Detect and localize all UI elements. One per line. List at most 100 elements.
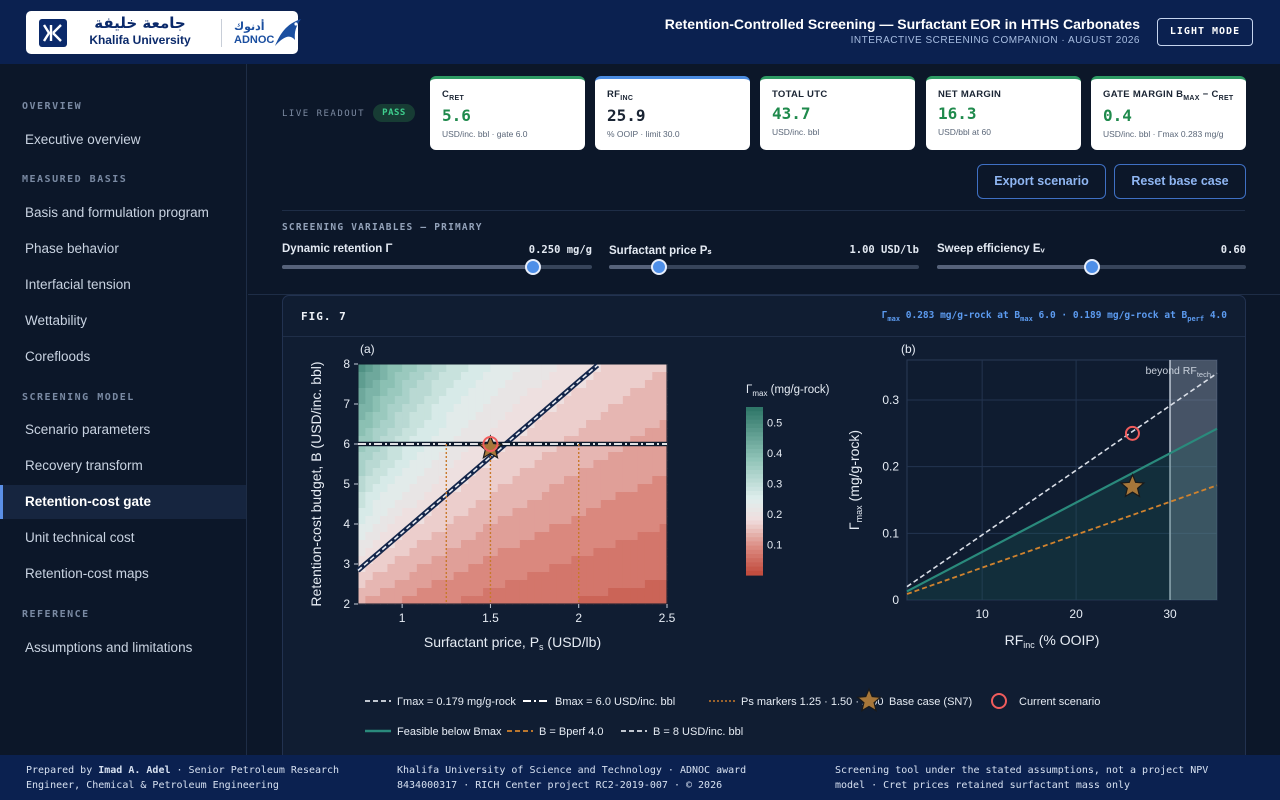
- heatmap-cell: [497, 452, 506, 461]
- heatmap-cell: [622, 428, 631, 437]
- reset-base-case-button[interactable]: Reset base case: [1114, 164, 1246, 199]
- heatmap-cell: [622, 412, 631, 421]
- price-slider[interactable]: [609, 259, 919, 275]
- heatmap-cell: [358, 372, 366, 381]
- heatmap-cell: [446, 452, 455, 461]
- light-mode-button[interactable]: LIGHT MODE: [1157, 18, 1253, 46]
- heatmap-cell: [571, 588, 580, 597]
- heatmap-cell: [468, 580, 477, 589]
- heatmap-cell: [468, 452, 477, 461]
- slider-thumb[interactable]: [1083, 259, 1100, 275]
- heatmap-cell: [541, 532, 550, 541]
- partner-logos: جامعة خليفة Khalifa University أدنوك ADN…: [26, 11, 301, 54]
- heatmap-cell: [519, 500, 528, 509]
- heatmap-cell: [600, 396, 609, 405]
- sidebar-item-recovery-transform[interactable]: Recovery transform: [25, 458, 143, 473]
- heatmap-cell: [431, 596, 440, 605]
- sidebar-item-interfacial-tension[interactable]: Interfacial tension: [25, 277, 131, 292]
- heatmap-cell: [497, 516, 506, 525]
- heatmap-cell: [652, 500, 661, 509]
- heatmap-cell: [527, 556, 536, 565]
- heatmap-cell: [644, 404, 653, 413]
- heatmap-cell: [519, 388, 528, 397]
- heatmap-cell: [416, 588, 425, 597]
- heatmap-cell: [630, 484, 639, 493]
- heatmap-cell: [424, 412, 433, 421]
- sidebar-item-retention-cost-gate[interactable]: Retention-cost gate: [0, 485, 246, 519]
- heatmap-cell: [659, 532, 668, 541]
- heatmap-cell: [497, 540, 506, 549]
- sidebar-item-scenario-parameters[interactable]: Scenario parameters: [25, 422, 151, 437]
- sidebar-item-wettability[interactable]: Wettability: [25, 313, 88, 328]
- heatmap-cell: [534, 460, 543, 469]
- heatmap-cell: [394, 524, 403, 533]
- heatmap-cell: [630, 492, 639, 501]
- slider-thumb[interactable]: [650, 259, 667, 275]
- heatmap-cell: [608, 540, 617, 549]
- heatmap-cell: [358, 436, 366, 445]
- heatmap-cell: [490, 540, 499, 549]
- heatmap-cell: [556, 468, 565, 477]
- heatmap-cell: [652, 372, 661, 381]
- heatmap-cell: [659, 540, 668, 549]
- heatmap-cell: [416, 476, 425, 485]
- heatmap-cell: [438, 484, 447, 493]
- heatmap-cell: [608, 516, 617, 525]
- heatmap-cell: [505, 532, 514, 541]
- heatmap-cell: [483, 396, 492, 405]
- heatmap-cell: [461, 556, 469, 565]
- heatmap-cell: [394, 540, 403, 549]
- heatmap-cell: [578, 564, 587, 573]
- heatmap-cell: [431, 492, 440, 501]
- heatmap-cell: [578, 396, 587, 405]
- heatmap-cell: [652, 428, 661, 437]
- heatmap-cell: [615, 564, 624, 573]
- heatmap-cell: [659, 420, 668, 429]
- heatmap-cell: [608, 436, 617, 445]
- heatmap-cell: [475, 564, 484, 573]
- heatmap-cell: [541, 436, 550, 445]
- heatmap-cell: [586, 532, 595, 541]
- heatmap-cell: [556, 404, 565, 413]
- heatmap-cell: [593, 444, 602, 453]
- heatmap-cell: [416, 468, 425, 477]
- sidebar-item-basis[interactable]: Basis and formulation program: [25, 205, 209, 220]
- heatmap-cell: [424, 380, 433, 389]
- kpi-label: RFINC: [607, 89, 634, 102]
- slider-thumb[interactable]: [525, 259, 542, 275]
- sidebar-item-retention-cost-maps[interactable]: Retention-cost maps: [25, 566, 149, 581]
- heatmap-cell: [527, 540, 536, 549]
- sidebar-item-unit-technical-cost[interactable]: Unit technical cost: [25, 530, 135, 545]
- heatmap-cell: [586, 468, 595, 477]
- heatmap-cell: [527, 564, 536, 573]
- heatmap-cell: [527, 364, 536, 373]
- heatmap-cell: [622, 444, 631, 453]
- sidebar-item-assumptions[interactable]: Assumptions and limitations: [25, 640, 193, 655]
- heatmap-cell: [652, 596, 661, 605]
- sidebar-item-corefloods[interactable]: Corefloods: [25, 349, 91, 364]
- heatmap-cell: [564, 452, 572, 461]
- retention-slider[interactable]: [282, 259, 592, 275]
- heatmap-cell: [380, 492, 389, 501]
- heatmap-cell: [527, 412, 536, 421]
- heatmap-cell: [519, 404, 528, 413]
- heatmap-cell: [438, 420, 447, 429]
- heatmap-cell: [608, 412, 617, 421]
- heatmap-cell: [586, 476, 595, 485]
- heatmap-cell: [608, 444, 617, 453]
- heatmap-cell: [549, 492, 558, 501]
- heatmap-cell: [446, 444, 455, 453]
- sweep-slider[interactable]: [937, 259, 1246, 275]
- sidebar-item-phase-behavior[interactable]: Phase behavior: [25, 241, 119, 256]
- sidebar-item-executive-overview[interactable]: Executive overview: [25, 132, 141, 147]
- heatmap-cell: [468, 436, 477, 445]
- figure-note: Γmax 0.283 mg/g-rock at Bmax 6.0 · 0.189…: [881, 310, 1227, 323]
- heatmap-cell: [622, 484, 631, 493]
- heatmap-cell: [578, 420, 587, 429]
- heatmap-cell: [380, 436, 389, 445]
- export-scenario-button[interactable]: Export scenario: [977, 164, 1106, 199]
- heatmap-cell: [564, 508, 572, 517]
- x-tick-label: 30: [1163, 607, 1177, 621]
- heatmap-cell: [431, 508, 440, 517]
- heatmap-cell: [372, 524, 381, 533]
